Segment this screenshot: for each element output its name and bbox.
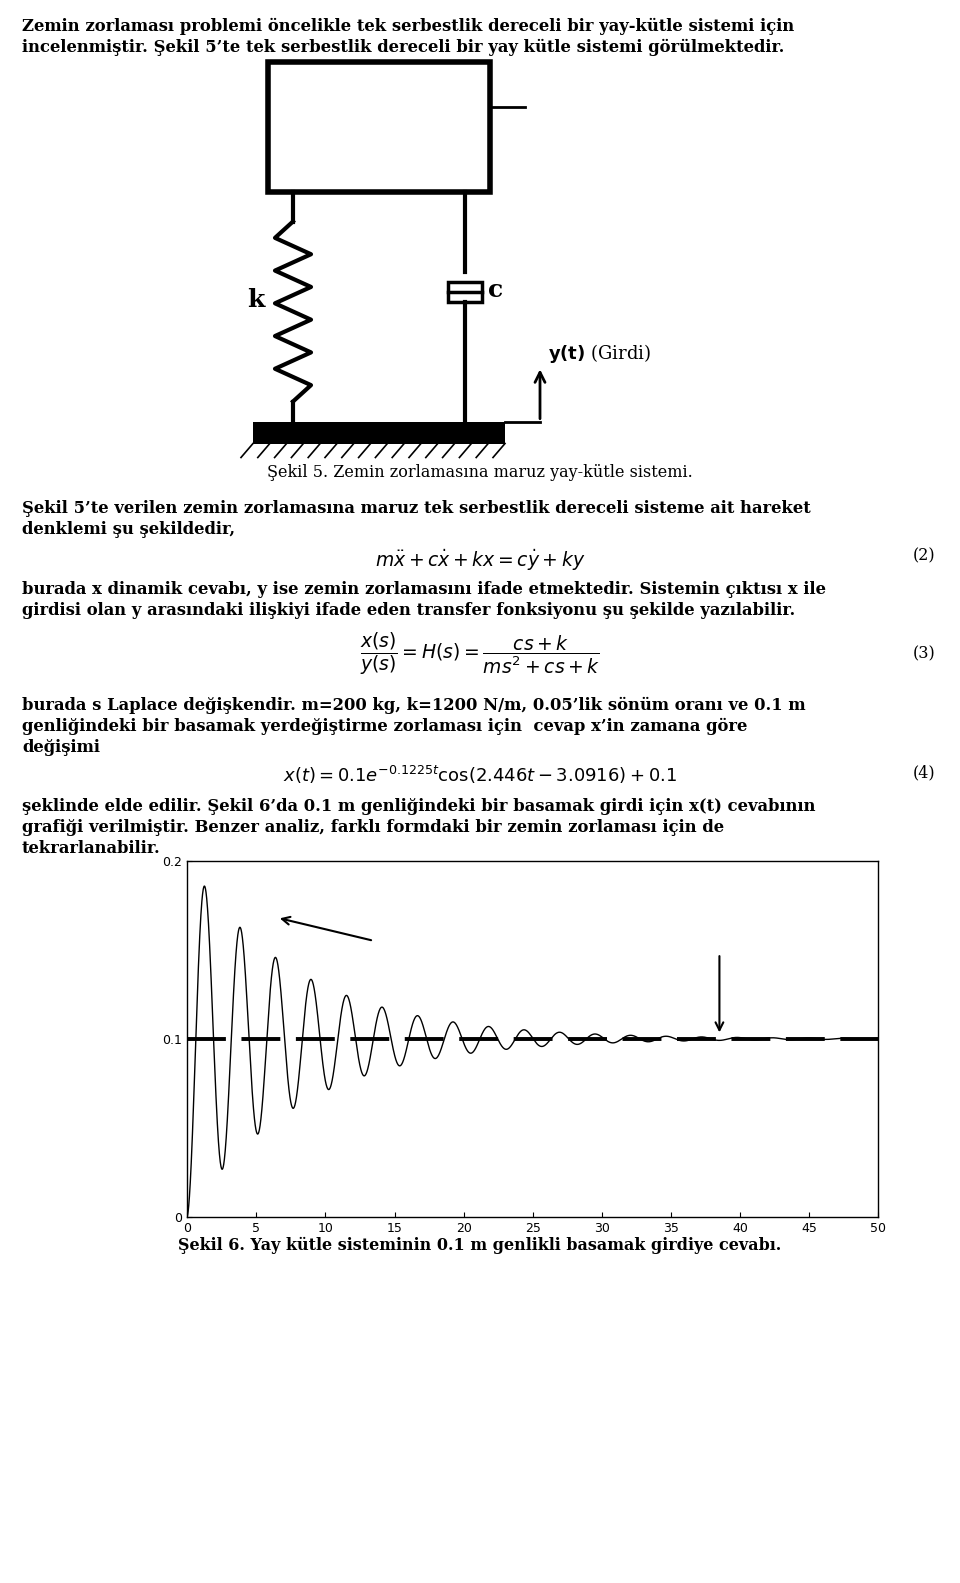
Text: $x(t)=0.1e^{-0.1225t}\cos(2.446t-3.0916)+0.1$: $x(t)=0.1e^{-0.1225t}\cos(2.446t-3.0916)…: [283, 765, 677, 787]
Text: (4): (4): [912, 765, 935, 780]
Text: (2): (2): [912, 548, 935, 565]
Text: Şekil 5’te verilen zemin zorlamasına maruz tek serbestlik dereceli sisteme ait h: Şekil 5’te verilen zemin zorlamasına mar…: [22, 500, 811, 516]
Text: $\dfrac{x(s)}{y(s)} = H(s) = \dfrac{cs + k}{ms^{2} + cs + k}$: $\dfrac{x(s)}{y(s)} = H(s) = \dfrac{cs +…: [360, 630, 600, 676]
Text: k: k: [247, 288, 264, 312]
Bar: [253, 421, 505, 443]
Text: şeklinde elde edilir. Şekil 6’da 0.1 m genliğindeki bir basamak girdi için x(t) : şeklinde elde edilir. Şekil 6’da 0.1 m g…: [22, 798, 815, 815]
Text: c: c: [488, 277, 503, 301]
Text: burada x dinamik cevabı, y ise zemin zorlamasını ifade etmektedir. Sistemin çıkt: burada x dinamik cevabı, y ise zemin zor…: [22, 581, 826, 598]
Text: tekrarlanabilir.: tekrarlanabilir.: [22, 839, 160, 856]
Text: Zemin zorlaması problemi öncelikle tek serbestlik dereceli bir yay-kütle sistemi: Zemin zorlaması problemi öncelikle tek s…: [22, 17, 794, 35]
Text: incelenmiştir. Şekil 5’te tek serbestlik dereceli bir yay kütle sistemi görülmek: incelenmiştir. Şekil 5’te tek serbestlik…: [22, 40, 784, 55]
Bar: [448, 282, 482, 301]
Text: burada s Laplace değişkendir. m=200 kg, k=1200 N/m, 0.05’lik sönüm oranı ve 0.1 : burada s Laplace değişkendir. m=200 kg, …: [22, 697, 805, 714]
Text: değişimi: değişimi: [22, 739, 100, 757]
Text: grafiği verilmiştir. Benzer analiz, farklı formdaki bir zemin zorlaması için de: grafiği verilmiştir. Benzer analiz, fark…: [22, 818, 724, 836]
Text: Şekil 5. Zemin zorlamasına maruz yay-kütle sistemi.: Şekil 5. Zemin zorlamasına maruz yay-küt…: [267, 464, 693, 481]
Text: girdisi olan y arasındaki ilişkiyi ifade eden transfer fonksiyonu şu şekilde yaz: girdisi olan y arasındaki ilişkiyi ifade…: [22, 603, 795, 619]
Text: $m\ddot{x} + c\dot{x} + kx = c\dot{y} + ky$: $m\ddot{x} + c\dot{x} + kx = c\dot{y} + …: [374, 548, 586, 573]
Text: Şekil 6. Yay kütle sisteminin 0.1 m genlikli basamak girdiye cevabı.: Şekil 6. Yay kütle sisteminin 0.1 m genl…: [179, 1236, 781, 1254]
Text: (3): (3): [912, 646, 935, 663]
Text: $\mathbf{y(t)}$ (Girdi): $\mathbf{y(t)}$ (Girdi): [548, 342, 651, 364]
Bar: [268, 62, 490, 192]
Text: genliğindeki bir basamak yerdeğiştirme zorlaması için  cevap x’in zamana göre: genliğindeki bir basamak yerdeğiştirme z…: [22, 719, 748, 735]
Text: denklemi şu şekildedir,: denklemi şu şekildedir,: [22, 521, 235, 538]
